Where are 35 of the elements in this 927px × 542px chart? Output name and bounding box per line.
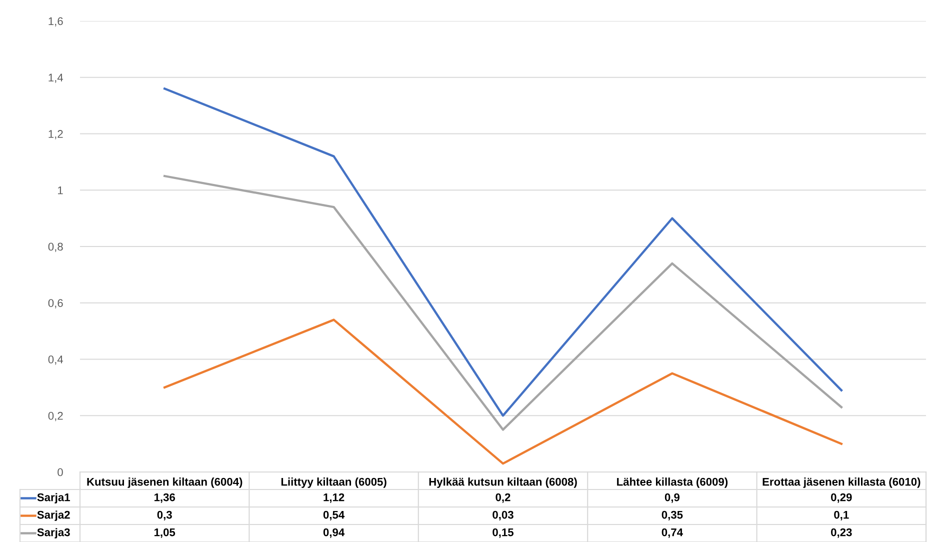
y-tick-label: 0,2 — [48, 412, 63, 422]
data-label: 0,1 — [834, 510, 849, 520]
data-label: 0,03 — [492, 510, 514, 520]
data-label: 0,35 — [662, 510, 683, 520]
data-label: 0,29 — [831, 493, 852, 503]
data-label: 0,74 — [662, 528, 683, 538]
legend-label: Sarja3 — [37, 528, 70, 538]
line-series — [163, 318, 843, 465]
data-label: 0,23 — [831, 528, 852, 538]
y-tick-label: 0,8 — [48, 242, 63, 252]
y-tick-label: 1,6 — [48, 17, 63, 26]
data-label: 0,15 — [492, 528, 514, 538]
legend-label: Sarja1 — [37, 493, 70, 504]
y-tick-label: 0 — [58, 468, 63, 476]
legend-label: Sarja2 — [37, 510, 70, 521]
data-label: 0,3 — [157, 510, 172, 520]
x-tick-label: Hylkää kutsun kiltaan (6008) — [429, 478, 577, 488]
x-tick-label: Erottaa jäsenen killasta (6010) — [762, 478, 920, 488]
data-label: 0,9 — [664, 493, 680, 503]
data-label: 1,05 — [154, 528, 176, 538]
x-tick-label: Liittyy kiltaan (6005) — [281, 478, 386, 488]
y-tick-label: 1,4 — [48, 74, 64, 83]
line-series — [163, 174, 843, 431]
y-tick-label: 0,4 — [48, 356, 64, 365]
y-tick-label: 0,6 — [48, 299, 63, 308]
x-tick-label: Kutsuu jäsenen kiltaan (6004) — [87, 478, 242, 488]
y-tick-label: 1 — [58, 186, 63, 194]
data-label: 0,2 — [496, 493, 510, 503]
x-tick-label: Lähtee killasta (6009) — [617, 478, 728, 488]
data-label: 0,94 — [323, 528, 345, 538]
line-series — [163, 88, 843, 417]
data-label: 1,12 — [324, 493, 344, 503]
data-label: 1,36 — [154, 493, 176, 503]
y-tick-label: 1,2 — [48, 130, 63, 140]
data-label: 0,54 — [323, 510, 345, 520]
